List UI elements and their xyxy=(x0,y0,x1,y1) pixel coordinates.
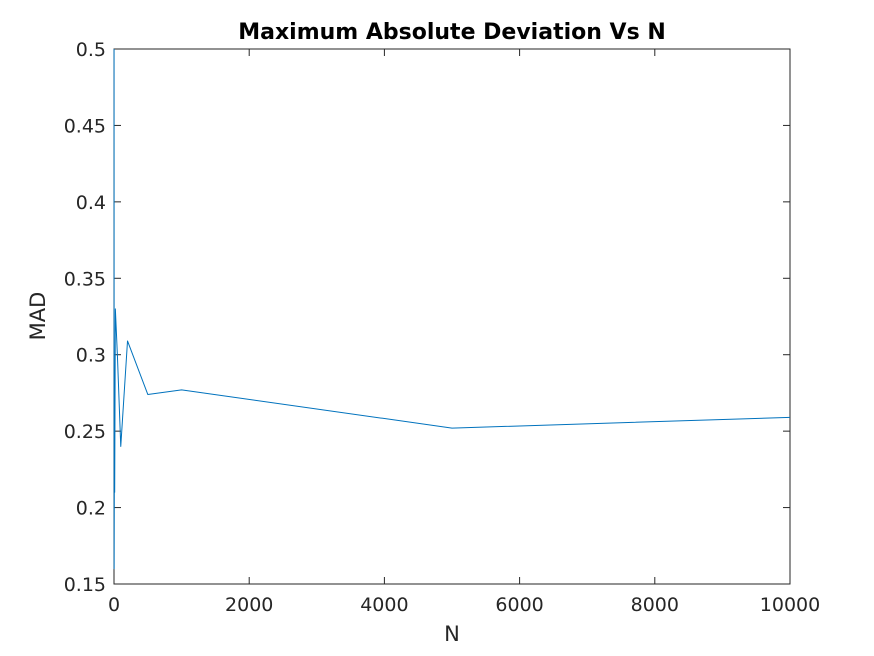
y-tick-label: 0.5 xyxy=(76,39,106,61)
x-tick-label: 10000 xyxy=(760,594,820,616)
x-axis-label: N xyxy=(444,622,460,646)
y-axis-label: MAD xyxy=(26,292,50,341)
y-tick-label: 0.3 xyxy=(76,345,106,367)
plot-area xyxy=(113,48,791,585)
y-tick-label: 0.15 xyxy=(64,574,106,596)
y-tick-label: 0.25 xyxy=(64,421,106,443)
axis-ticks: 0 2000 4000 6000 8000 10000 0.15 0.2 0.25 0.3 0.35… xyxy=(64,39,821,616)
x-tick-label: 0 xyxy=(108,594,120,616)
y-tick-label: 0.4 xyxy=(76,192,106,214)
series-line-0 xyxy=(113,48,791,570)
x-tick-label: 2000 xyxy=(225,594,273,616)
x-tick-label: 4000 xyxy=(360,594,408,616)
y-tick-label: 0.2 xyxy=(76,498,106,520)
y-tick-label: 0.45 xyxy=(64,115,106,137)
series-group xyxy=(113,48,791,570)
x-tick-label: 8000 xyxy=(631,594,679,616)
chart-title: Maximum Absolute Deviation Vs N xyxy=(238,20,666,45)
x-tick-label: 6000 xyxy=(495,594,543,616)
y-tick-label: 0.35 xyxy=(64,268,106,290)
